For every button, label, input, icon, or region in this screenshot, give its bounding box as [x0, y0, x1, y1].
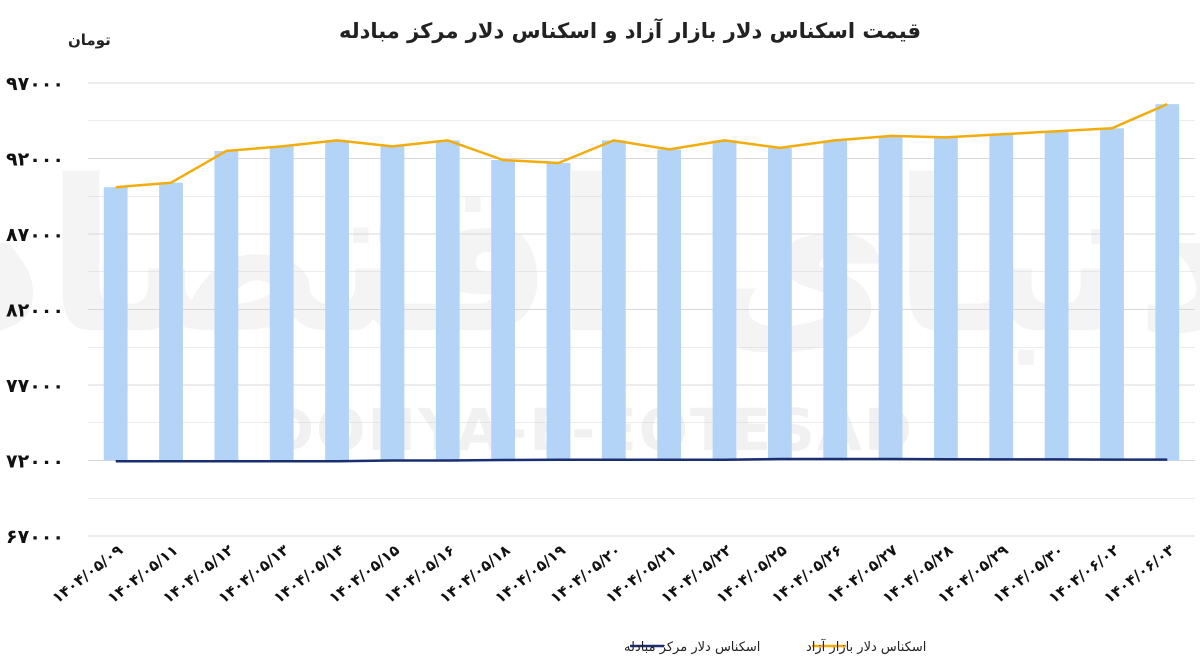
bar-free-market	[823, 140, 848, 461]
bar-free-market	[1100, 128, 1124, 461]
bar-free-market	[214, 150, 239, 461]
bar-free-market	[159, 182, 183, 461]
y-tick-label: ۹۲۰۰۰	[6, 149, 64, 171]
bar-free-market	[767, 147, 792, 461]
bar-free-market	[1155, 104, 1180, 461]
bar-free-market	[601, 140, 626, 461]
bar-free-market	[491, 160, 516, 461]
bar-free-market	[103, 187, 128, 461]
bar-free-market	[1044, 131, 1069, 461]
bar-free-market	[934, 137, 958, 461]
y-tick-label: ۸۲۰۰۰	[6, 300, 64, 322]
y-tick-label: ۹۷۰۰۰	[6, 73, 64, 95]
y-axis-ticks: ۹۷۰۰۰ ۹۲۰۰۰ ۸۷۰۰۰ ۸۲۰۰۰ ۷۷۰۰۰ ۷۲۰۰۰ ۶۷۰۰۰	[6, 73, 64, 548]
y-tick-label: ۷۷۰۰۰	[6, 375, 64, 397]
y-tick-label: ۷۲۰۰۰	[6, 451, 64, 473]
bar-free-market	[878, 135, 903, 461]
legend-item-free-market: اسکناس دلار بازار آزاد	[806, 638, 926, 655]
bar-free-market	[435, 140, 460, 461]
bar-free-market	[380, 146, 405, 461]
bars-free-market	[103, 104, 1180, 461]
legend-label-free-market: اسکناس دلار بازار آزاد	[806, 638, 926, 655]
line-official-exchange	[115, 457, 1168, 463]
legend: اسکناس دلار بازار آزاد اسکناس دلار مرکز …	[624, 638, 926, 655]
chart-title: قیمت اسکناس دلار بازار آزاد و اسکناس دلا…	[339, 18, 921, 43]
y-tick-label: ۶۷۰۰۰	[6, 526, 64, 548]
watermark-latin: DONYA-E-EQTESAD	[266, 396, 914, 464]
x-axis-ticks: ۱۴۰۴/۰۵/۰۹۱۴۰۴/۰۵/۱۱۱۴۰۴/۰۵/۱۲۱۴۰۴/۰۵/۱۳…	[49, 541, 1178, 607]
y-tick-label: ۸۷۰۰۰	[6, 224, 64, 246]
bar-free-market	[269, 146, 294, 461]
legend-label-official: اسکناس دلار مرکز مبادله	[624, 640, 760, 655]
legend-item-official: اسکناس دلار مرکز مبادله	[624, 640, 760, 655]
bar-free-market	[989, 134, 1014, 461]
line-free-market	[115, 102, 1168, 189]
bar-free-market	[712, 140, 737, 461]
y-axis-unit-label: تومان	[68, 31, 111, 49]
series-lines	[115, 102, 1168, 463]
bar-free-market	[546, 163, 571, 461]
bar-free-market	[657, 149, 682, 461]
bar-free-market	[325, 140, 349, 461]
